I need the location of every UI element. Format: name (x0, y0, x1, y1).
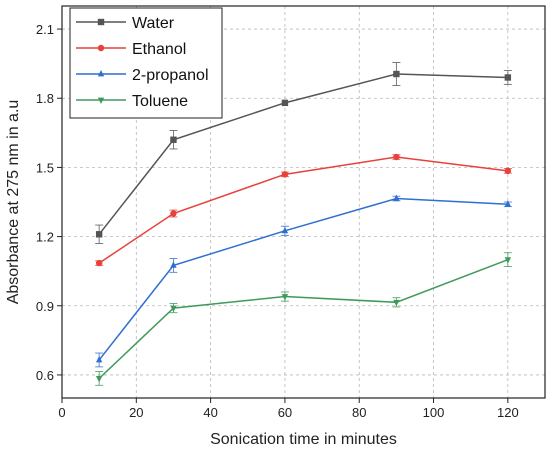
legend-swatch-marker (97, 70, 105, 77)
series-line (98, 156, 508, 264)
y-tick-label: 0.6 (36, 368, 54, 383)
data-point (95, 376, 103, 383)
data-point (504, 74, 512, 81)
data-point (393, 153, 400, 161)
legend-label: Toluene (132, 93, 188, 110)
data-point (504, 257, 512, 264)
data-point (281, 171, 289, 178)
legend: Water Ethanol 2-propanol Toluene (69, 7, 223, 119)
plot-frame (61, 5, 546, 399)
legend-label: Water (132, 15, 175, 32)
y-axis-label: Absorbance at 275 nm in a.u (5, 100, 22, 305)
y-tick-label: 1.8 (36, 91, 54, 106)
y-tick-label: 1.2 (36, 230, 54, 245)
series-toluene (95, 252, 512, 386)
data-point (393, 299, 400, 307)
y-tick-label: 1.5 (36, 160, 54, 175)
x-tick-label: 80 (352, 405, 366, 420)
x-tick-label: 60 (278, 405, 292, 420)
data-point (281, 99, 289, 107)
series-2-propanol (95, 194, 512, 368)
y-tick-label: 2.1 (36, 22, 54, 37)
x-axis-label: Sonication time in minutes (210, 431, 397, 448)
legend-label: Ethanol (132, 41, 186, 58)
y-tick-label: 0.9 (36, 299, 54, 314)
x-tick-label: 40 (203, 405, 217, 420)
data-point (95, 355, 103, 363)
legend-swatch-marker (97, 97, 105, 104)
data-point (170, 305, 177, 313)
data-point (281, 226, 289, 234)
data-point (170, 210, 177, 217)
data-point (281, 294, 289, 301)
series-layer (95, 62, 512, 386)
data-point (393, 194, 400, 201)
data-point (95, 259, 103, 267)
data-point (393, 70, 400, 78)
series-ethanol (95, 153, 512, 267)
series-line (98, 258, 509, 379)
axis-ticks: 0 20 40 60 80 100 120 0.6 0.9 1.2 1.5 1.8 2.1 (36, 22, 519, 420)
data-point (170, 261, 177, 268)
legend-swatch-marker (97, 44, 105, 52)
legend-label: 2-propanol (132, 67, 209, 84)
data-point (504, 167, 512, 175)
series-water (95, 62, 512, 244)
x-tick-label: 0 (58, 405, 65, 420)
x-tick-label: 100 (423, 405, 445, 420)
x-tick-label: 120 (497, 405, 519, 420)
data-point (170, 136, 177, 143)
data-point (95, 231, 103, 238)
data-point (504, 200, 512, 207)
x-tick-label: 20 (129, 405, 143, 420)
legend-swatch-marker (97, 18, 105, 26)
